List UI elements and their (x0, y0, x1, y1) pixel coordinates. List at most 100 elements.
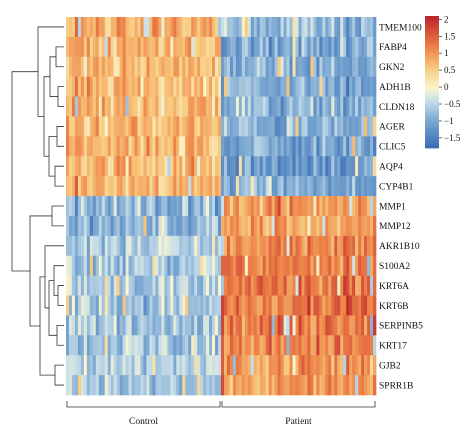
heatmap-cell (155, 156, 159, 177)
heatmap-cell (149, 136, 153, 157)
heatmap-cell (113, 196, 118, 217)
heatmap-cell (313, 116, 317, 137)
heatmap-cell (322, 76, 326, 97)
heatmap-cell (200, 295, 204, 316)
heatmap-cell (355, 96, 359, 117)
heatmap-cell (370, 235, 374, 257)
heatmap-cell (289, 36, 293, 58)
heatmap-cell (83, 315, 88, 336)
heatmap-cell (352, 36, 356, 58)
heatmap-cell (349, 136, 353, 157)
heatmap-cell (298, 375, 302, 396)
heatmap-cell (253, 17, 258, 38)
heatmap-cell (89, 116, 94, 137)
color-scale-tick-label: 0.5 (444, 65, 456, 75)
heatmap-cell (256, 76, 261, 97)
heatmap-cell (238, 17, 243, 38)
heatmap-cell (283, 196, 287, 217)
heatmap-cell (206, 255, 210, 276)
heatmap-cell (268, 136, 273, 157)
heatmap-cell (89, 136, 94, 157)
heatmap-cell (349, 335, 353, 356)
heatmap-cell (343, 156, 347, 177)
heatmap-cell (215, 136, 219, 157)
heatmap-cell (92, 36, 97, 58)
heatmap-cell (364, 235, 368, 257)
dendrogram-branch (57, 285, 64, 306)
heatmap-cell (134, 275, 138, 296)
heatmap-cell (226, 215, 231, 237)
heatmap-cell (271, 156, 275, 177)
heatmap-cell (221, 235, 225, 257)
heatmap-cell (179, 136, 183, 157)
heatmap-cell (223, 136, 228, 157)
heatmap-cell (155, 375, 159, 396)
heatmap-cell (286, 315, 290, 336)
heatmap-cell (107, 215, 112, 237)
heatmap-cell (176, 295, 180, 316)
heatmap-cell (155, 295, 159, 316)
group-label: Control (129, 417, 158, 427)
heatmap-cell (319, 76, 323, 97)
heatmap-cell (271, 295, 275, 316)
heatmap-cell (280, 17, 284, 38)
heatmap-cell (161, 156, 165, 177)
heatmap-cell (295, 156, 299, 177)
heatmap-cell (116, 36, 120, 58)
heatmap-cell (188, 295, 192, 316)
heatmap-cell (203, 355, 207, 376)
heatmap-cell (116, 235, 120, 257)
heatmap-cell (229, 295, 234, 316)
heatmap-cell (322, 235, 326, 257)
heatmap-cell (235, 335, 240, 356)
color-scale-segment (425, 97, 439, 100)
heatmap-cell (367, 56, 371, 78)
heatmap-cell (313, 36, 317, 58)
heatmap-cell (223, 215, 228, 237)
heatmap-cell (289, 335, 293, 356)
heatmap-cell (265, 295, 270, 316)
heatmap-cell (101, 335, 106, 356)
heatmap-cell (319, 295, 323, 316)
heatmap-cell (122, 56, 126, 78)
heatmap-cell (310, 235, 314, 257)
heatmap-cell (241, 235, 246, 257)
heatmap-cell (325, 56, 329, 78)
heatmap-cell (152, 136, 156, 157)
heatmap-cell (170, 255, 174, 276)
heatmap-cell (256, 36, 261, 58)
heatmap-cell (206, 235, 210, 257)
heatmap-cell (167, 56, 171, 78)
heatmap-cell (364, 76, 368, 97)
dendrogram-branch (54, 364, 64, 386)
heatmap-cell (158, 215, 162, 237)
heatmap-cell (179, 36, 183, 58)
heatmap-cell (313, 136, 317, 157)
heatmap-cell (113, 136, 118, 157)
heatmap-cell (283, 96, 287, 117)
heatmap-cell (298, 355, 302, 376)
heatmap-cell (66, 235, 70, 257)
heatmap-cell (116, 355, 120, 376)
heatmap-cell (74, 96, 79, 117)
heatmap-cell (280, 116, 284, 137)
heatmap-cell (146, 136, 150, 157)
heatmap-cell (307, 315, 311, 336)
heatmap-cell (101, 275, 106, 296)
heatmap-cell (295, 56, 299, 78)
heatmap-cell (259, 56, 264, 78)
heatmap-cell (113, 355, 118, 376)
heatmap-cell (122, 355, 126, 376)
color-scale-segment (425, 104, 439, 107)
heatmap-cell (131, 176, 135, 197)
heatmap-cell (125, 136, 129, 157)
heatmap-cell (259, 355, 264, 376)
color-scale-segment (425, 44, 439, 48)
heatmap-cell (143, 136, 147, 157)
heatmap-cell (238, 176, 243, 197)
heatmap-cell (358, 56, 362, 78)
heatmap-cell (149, 36, 153, 58)
heatmap-cell (66, 17, 70, 38)
color-scale-segment (425, 71, 439, 74)
heatmap-cell (262, 156, 267, 177)
